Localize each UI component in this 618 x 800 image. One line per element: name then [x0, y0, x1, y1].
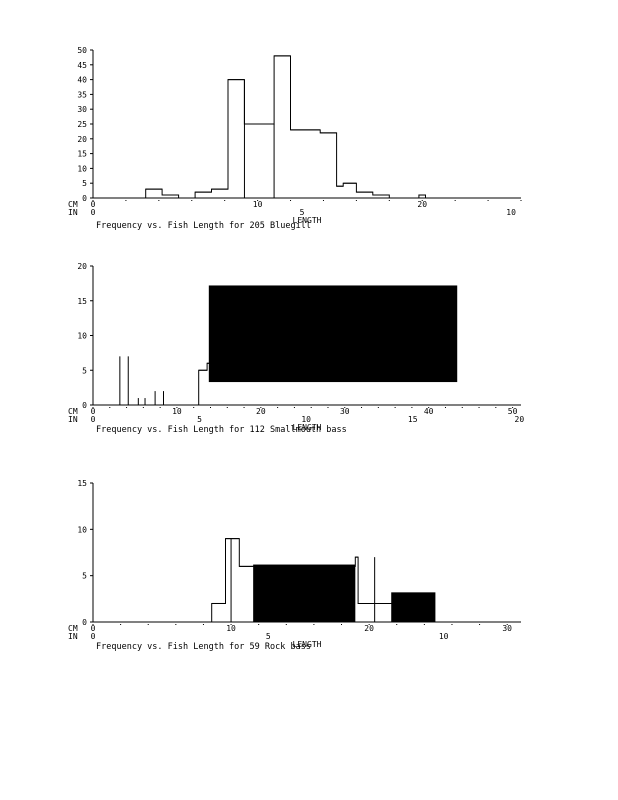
cm-tick-label: 30: [502, 624, 512, 633]
cm-unit-label: CM: [68, 624, 78, 633]
in-unit-label: IN: [68, 632, 78, 641]
redaction-block: [253, 564, 356, 622]
y-tick-label: 0: [82, 618, 87, 627]
y-tick-label: 30: [77, 105, 87, 114]
y-tick-label: 40: [77, 76, 87, 85]
cm-unit-label: CM: [68, 407, 78, 416]
cm-tick-label: 10: [226, 624, 236, 633]
cm-tick-label: 10: [172, 407, 182, 416]
y-tick-label: 50: [77, 46, 87, 55]
cm-tick-label: 30: [340, 407, 350, 416]
chart-title: Frequency vs. Fish Length for 205 Bluegi…: [96, 221, 311, 231]
in-tick-label: 0: [91, 208, 96, 217]
y-tick-label: 0: [82, 401, 87, 410]
in-tick-label: 10: [301, 415, 311, 424]
y-tick-label: 15: [77, 297, 87, 306]
in-tick-label: 10: [506, 208, 516, 217]
y-tick-label: 5: [82, 179, 87, 188]
in-tick-label: 0: [91, 415, 96, 424]
cm-tick-label: 50: [508, 407, 518, 416]
cm-tick-label: 0: [91, 407, 96, 416]
in-tick-label: 5: [300, 208, 305, 217]
histogram-outline: [93, 362, 213, 406]
y-tick-label: 20: [77, 135, 87, 144]
cm-tick-label: 0: [91, 624, 96, 633]
cm-tick-label: 10: [253, 200, 263, 209]
y-tick-label: 0: [82, 194, 87, 203]
y-tick-label: 35: [77, 90, 87, 99]
chart-title: Frequency vs. Fish Length for 112 Smallm…: [96, 425, 347, 435]
cm-tick-label: 40: [424, 407, 434, 416]
cm-tick-label: 20: [256, 407, 266, 416]
y-tick-label: 15: [77, 150, 87, 159]
cm-tick-label: 20: [417, 200, 427, 209]
y-tick-label: 5: [82, 366, 87, 375]
x-axis-label: LENGTH: [293, 216, 322, 225]
y-tick-label: 10: [77, 164, 87, 173]
cm-tick-label: 20: [364, 624, 374, 633]
x-axis-label: LENGTH: [293, 423, 322, 432]
cm-unit-label: CM: [68, 200, 78, 209]
redaction-block: [391, 592, 436, 622]
in-unit-label: IN: [68, 208, 78, 217]
in-tick-label: 20: [515, 415, 525, 424]
chart-title: Frequency vs. Fish Length for 59 Rock ba…: [96, 642, 311, 652]
in-tick-label: 0: [91, 632, 96, 641]
histogram-outline: [93, 55, 521, 199]
y-tick-label: 5: [82, 572, 87, 581]
y-tick-label: 25: [77, 120, 87, 129]
redaction-block: [208, 285, 458, 383]
in-tick-label: 10: [439, 632, 449, 641]
y-tick-label: 10: [77, 332, 87, 341]
in-tick-label: 15: [408, 415, 418, 424]
in-tick-label: 5: [197, 415, 202, 424]
y-tick-label: 20: [77, 262, 87, 271]
in-unit-label: IN: [68, 415, 78, 424]
y-tick-label: 10: [77, 525, 87, 534]
x-axis-label: LENGTH: [293, 640, 322, 649]
y-tick-label: 45: [77, 61, 87, 70]
y-tick-label: 15: [77, 479, 87, 488]
cm-tick-label: 0: [91, 200, 96, 209]
in-tick-label: 5: [266, 632, 271, 641]
